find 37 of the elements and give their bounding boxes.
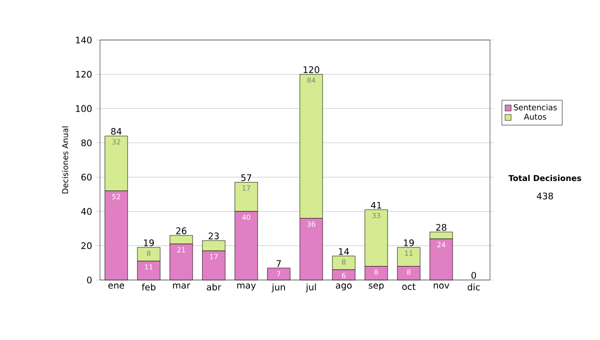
legend-label: Sentencias xyxy=(514,104,557,110)
x-tick-label: sep xyxy=(368,284,384,290)
total-label: 57 xyxy=(241,174,252,182)
total-label: 19 xyxy=(144,239,154,246)
x-tick-label: feb xyxy=(142,284,156,290)
x-tick-label: jul xyxy=(306,284,316,292)
total-label: 0 xyxy=(471,272,476,279)
total-label: 84 xyxy=(111,128,122,135)
x-tick-label: ago xyxy=(336,284,352,290)
total-label: 23 xyxy=(208,232,219,240)
y-tick-label: 0 xyxy=(87,276,92,284)
x-tick-label: ene xyxy=(108,284,124,289)
x-tick-label: may xyxy=(237,284,256,290)
x-tick-label: nov xyxy=(434,284,450,289)
x-tick-label: mar xyxy=(173,284,190,289)
x-tick-label: jun xyxy=(272,284,285,292)
x-tick-label: abr xyxy=(206,284,222,290)
total-label: 26 xyxy=(176,227,186,234)
y-tick-label: 100 xyxy=(76,105,92,112)
y-tick-label: 40 xyxy=(81,208,92,215)
y-axis-title: Decisiones Anual xyxy=(62,126,68,194)
total-label: 28 xyxy=(436,224,446,231)
legend-label: Autos xyxy=(524,114,546,120)
y-tick-label: 140 xyxy=(76,36,92,44)
total-label: 14 xyxy=(339,248,349,255)
total-label: 120 xyxy=(304,66,320,74)
y-tick-label: 60 xyxy=(81,174,92,181)
total-label: 19 xyxy=(404,239,414,246)
text: Total Decisiones xyxy=(508,174,582,182)
total-label: 7 xyxy=(276,260,281,267)
y-tick-label: 120 xyxy=(76,70,92,78)
total-label: 41 xyxy=(370,202,382,209)
y-tick-label: 80 xyxy=(81,139,92,146)
x-tick-label: dic xyxy=(468,284,480,290)
x-tick-label: oct xyxy=(402,284,416,290)
y-tick-label: 20 xyxy=(81,242,92,250)
text: 438 xyxy=(536,192,553,200)
